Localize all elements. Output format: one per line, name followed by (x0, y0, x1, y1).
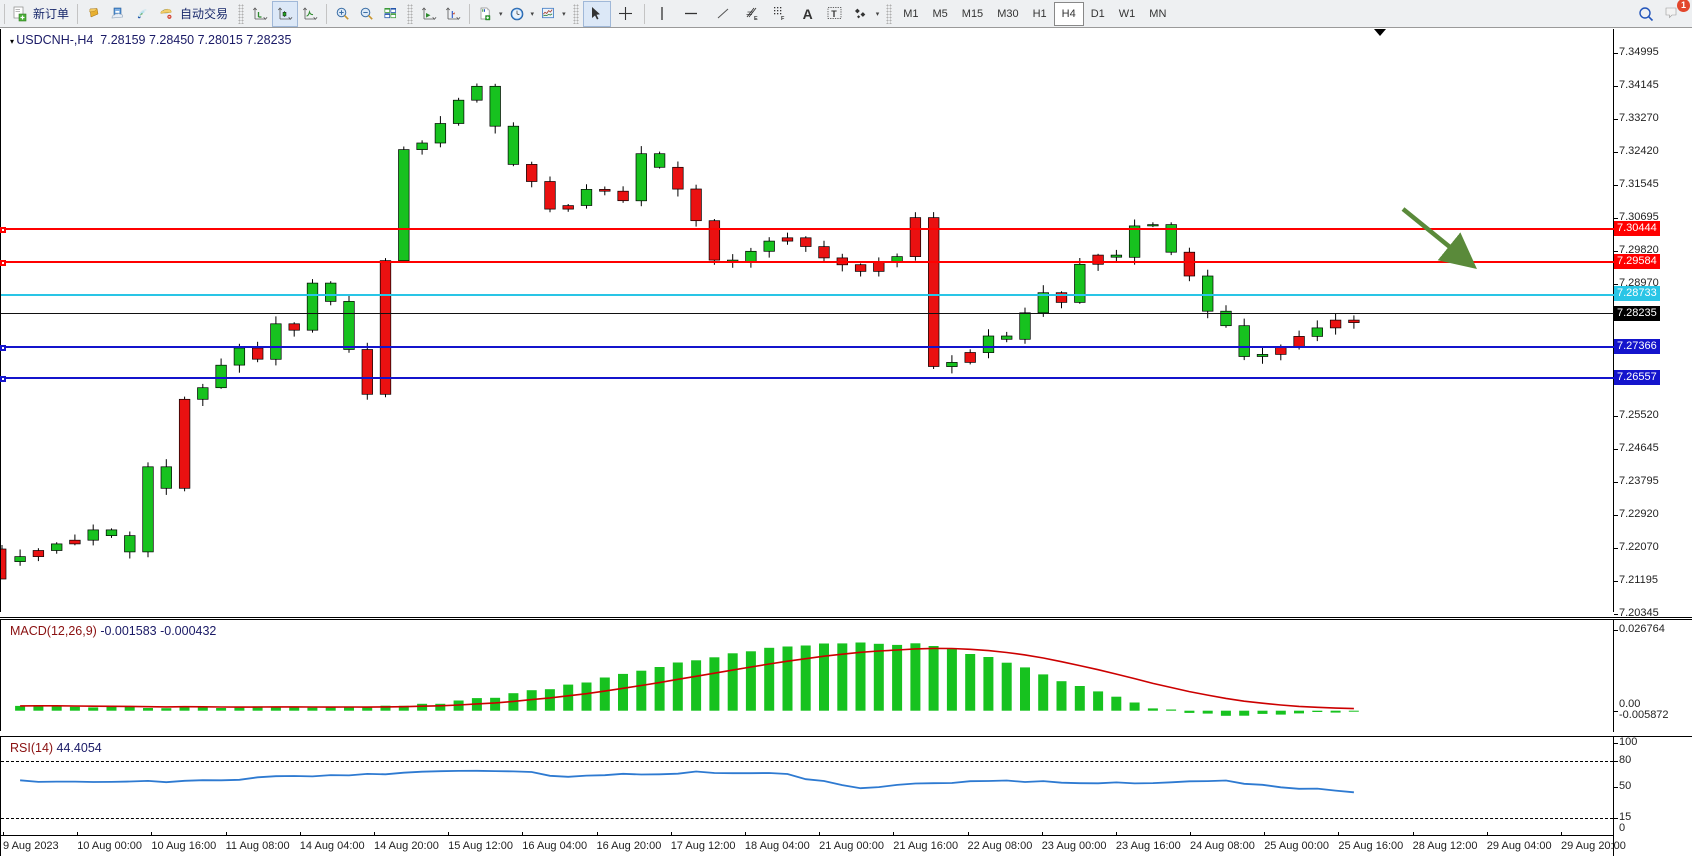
svg-text:F: F (781, 16, 785, 21)
svg-text:E: E (754, 16, 758, 21)
svg-text:T: T (831, 9, 837, 19)
